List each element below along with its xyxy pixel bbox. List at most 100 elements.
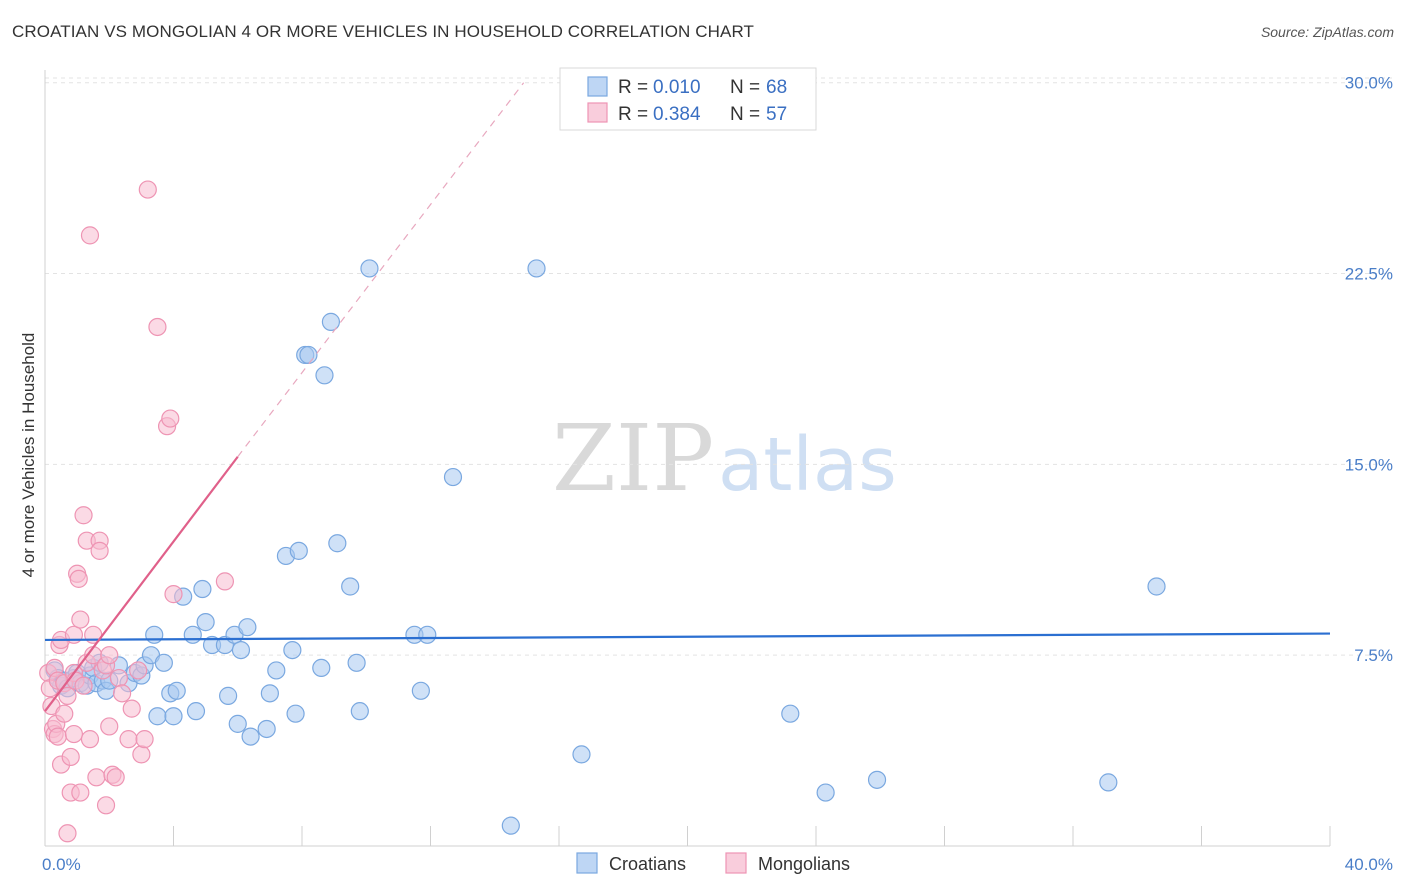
bottom-legend-label-mongolians: Mongolians — [758, 854, 850, 874]
croatian-point — [283, 640, 302, 660]
croatian-point — [286, 704, 305, 723]
mongolian-point — [135, 730, 154, 749]
croatian-point — [1099, 773, 1118, 792]
mongolian-point — [48, 727, 67, 746]
croatian-point — [145, 625, 164, 644]
croatian-point — [501, 816, 520, 835]
mongolian-point — [74, 676, 93, 695]
mongolian-point — [58, 686, 77, 705]
legend-n-label-croatians: N = — [730, 77, 760, 98]
croatian-point — [260, 684, 279, 703]
croatian-point — [350, 702, 369, 721]
croatian-point — [193, 579, 212, 599]
mongolian-point — [132, 745, 151, 764]
mongolian-point — [109, 668, 128, 688]
mongolian-point — [80, 226, 100, 245]
mongolian-point — [119, 730, 138, 749]
mongolian-point — [87, 768, 106, 787]
croatian-point — [347, 653, 366, 672]
bottom-legend: Croatians Mongolians — [576, 852, 850, 874]
grid-lines — [45, 77, 1392, 656]
y-tick-label: 15.0% — [1345, 455, 1393, 474]
mongolian-point — [164, 585, 183, 604]
bottom-legend-swatch-croatians — [576, 852, 598, 874]
mongolian-point — [112, 684, 132, 703]
mongolian-point — [80, 730, 100, 749]
mongolians-trend-extension — [237, 82, 525, 458]
bottom-legend-label-croatians: Croatians — [609, 854, 686, 874]
croatians-trend-line — [44, 632, 1331, 642]
mongolians-points — [39, 180, 234, 843]
croatian-point — [867, 770, 887, 789]
croatian-point — [154, 653, 173, 672]
mongolian-point — [69, 569, 88, 588]
croatian-point — [299, 345, 318, 365]
croatian-point — [418, 625, 437, 644]
watermark-zip: ZIP — [552, 405, 714, 512]
mongolian-point — [122, 699, 141, 718]
croatian-point — [231, 640, 251, 660]
croatian-point — [167, 681, 186, 700]
legend-n-label-mongolians: N = — [730, 104, 760, 125]
croatian-point — [186, 702, 206, 721]
bottom-legend-swatch-mongolians — [725, 852, 747, 874]
mongolians-trend-line — [44, 456, 239, 712]
croatian-point — [267, 661, 286, 680]
mongolian-point — [161, 409, 180, 428]
mongolian-point — [106, 768, 125, 787]
croatian-point — [328, 534, 347, 553]
croatian-point — [148, 707, 167, 726]
legend-swatch-mongolians — [587, 102, 608, 123]
y-tick-label: 30.0% — [1345, 74, 1393, 93]
y-tick-label: 7.5% — [1354, 646, 1393, 665]
croatians-points — [45, 259, 1166, 835]
croatian-point — [196, 613, 215, 632]
y-axis-label: 4 or more Vehicles in Household — [19, 333, 38, 578]
mongolian-point — [74, 506, 93, 525]
mongolian-point — [148, 317, 167, 337]
mongolian-point — [71, 610, 90, 629]
watermark-atlas: atlas — [718, 422, 897, 508]
mongolian-point — [138, 180, 157, 199]
croatian-point — [289, 541, 308, 560]
axes — [44, 70, 1331, 847]
mongolian-point — [61, 747, 80, 767]
legend-n-value-mongolians: 57 — [766, 104, 787, 125]
croatian-point — [527, 259, 546, 278]
mongolian-point — [96, 796, 116, 815]
croatian-point — [411, 681, 430, 700]
croatian-point — [257, 719, 276, 739]
croatian-point — [238, 618, 257, 637]
croatian-point — [341, 577, 360, 596]
croatian-point — [164, 707, 183, 726]
mongolian-point — [64, 724, 84, 744]
mongolian-point — [55, 704, 74, 723]
croatian-point — [321, 312, 341, 331]
mongolian-point — [58, 824, 77, 843]
tick-labels: 7.5% 15.0% 22.5% 30.0% 0.0% 40.0% — [42, 74, 1393, 874]
croatian-point — [241, 727, 260, 746]
legend-n-value-croatians: 68 — [766, 77, 787, 98]
croatian-point — [360, 259, 379, 278]
croatian-point — [443, 467, 463, 487]
croatian-point — [1147, 577, 1166, 596]
croatian-point — [228, 714, 247, 733]
legend-swatch-croatians — [587, 76, 608, 97]
legend-r-value-mongolians: 0.384 — [653, 104, 701, 125]
x-tick-label-max: 40.0% — [1345, 855, 1393, 874]
top-legend: R = 0.010 N = 68 R = 0.384 N = 57 — [559, 67, 817, 131]
mongolian-point — [90, 541, 109, 560]
croatian-point — [219, 686, 238, 705]
legend-r-value-croatians: 0.010 — [653, 77, 701, 98]
mongolian-point — [71, 783, 90, 802]
croatian-point — [816, 783, 835, 802]
mongolian-point — [100, 717, 119, 736]
mongolian-point — [215, 572, 234, 591]
legend-r-label-croatians: R = — [618, 77, 648, 98]
legend-r-label-mongolians: R = — [618, 104, 648, 125]
croatian-point — [312, 658, 331, 678]
croatian-point — [183, 625, 202, 644]
croatian-point — [781, 704, 800, 723]
mongolian-point — [129, 661, 148, 680]
